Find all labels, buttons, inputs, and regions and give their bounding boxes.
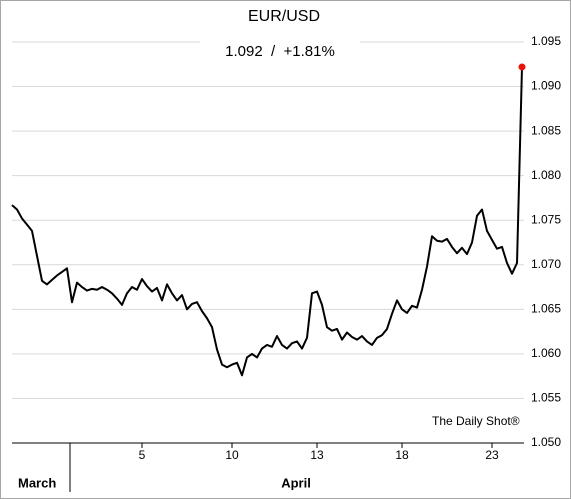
y-tick-label: 1.080: [531, 168, 561, 182]
y-tick-label: 1.075: [531, 212, 561, 226]
x-tick-label: 23: [485, 448, 499, 462]
y-tick-label: 1.070: [531, 257, 561, 271]
y-tick-label: 1.050: [531, 435, 561, 449]
month-label: March: [18, 475, 56, 490]
chart-title: EUR/USD: [248, 8, 320, 25]
y-tick-label: 1.060: [531, 346, 561, 360]
x-tick-label: 13: [310, 448, 324, 462]
end-marker: [518, 63, 526, 71]
x-tick-label: 5: [139, 448, 146, 462]
y-tick-label: 1.065: [531, 302, 561, 316]
watermark: The Daily Shot®: [432, 414, 520, 428]
x-tick-label: 10: [225, 448, 239, 462]
month-label: April: [281, 475, 311, 490]
x-tick-label: 18: [395, 448, 409, 462]
subtitle: 1.092 / +1.81%: [225, 43, 335, 60]
subtitle-box: [200, 38, 360, 66]
y-tick-label: 1.085: [531, 123, 561, 137]
price-line: [11, 66, 523, 377]
y-tick-label: 1.095: [531, 34, 561, 48]
y-tick-label: 1.055: [531, 391, 561, 405]
y-tick-label: 1.090: [531, 79, 561, 93]
